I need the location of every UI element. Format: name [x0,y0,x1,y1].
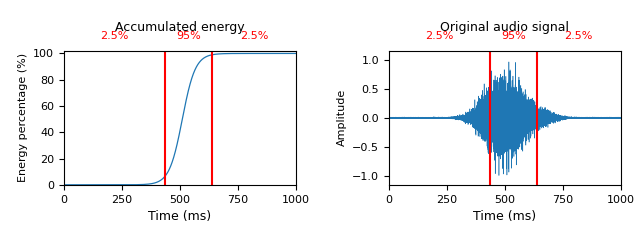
Text: 95%: 95% [501,31,525,41]
Text: 2.5%: 2.5% [564,31,593,41]
Text: 2.5%: 2.5% [240,31,268,41]
X-axis label: Time (ms): Time (ms) [473,210,536,223]
Title: Accumulated energy: Accumulated energy [115,21,245,34]
Text: 95%: 95% [176,31,201,41]
X-axis label: Time (ms): Time (ms) [148,210,212,223]
Y-axis label: Amplitude: Amplitude [337,89,346,146]
Title: Original audio signal: Original audio signal [440,21,570,34]
Text: 2.5%: 2.5% [426,31,454,41]
Text: 2.5%: 2.5% [100,31,129,41]
Y-axis label: Energy percentage (%): Energy percentage (%) [18,53,28,182]
